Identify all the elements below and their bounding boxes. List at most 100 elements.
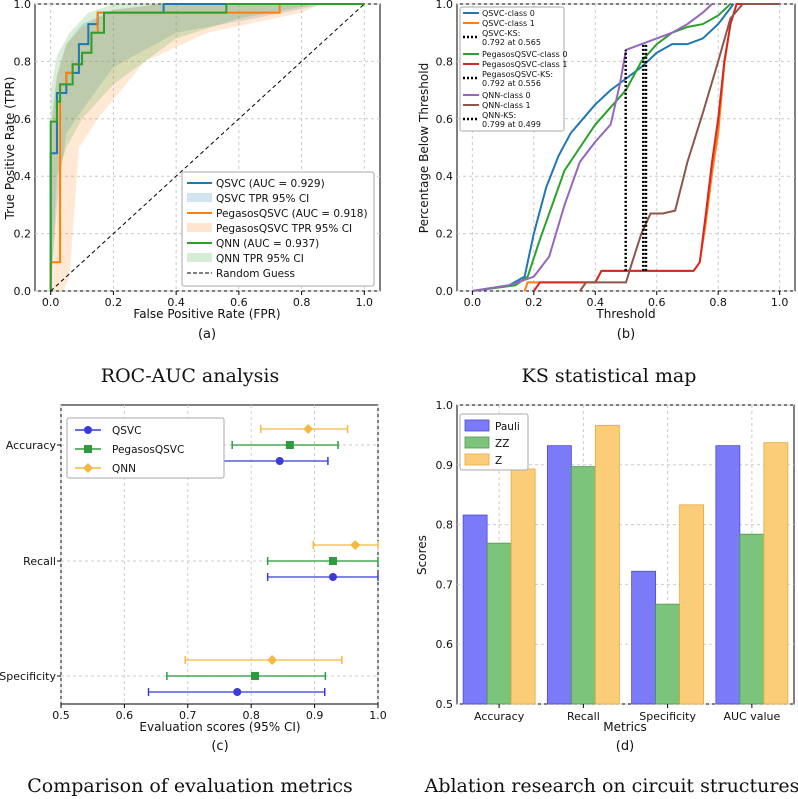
panel-a: 0.0 0.2 0.4 0.6 0.8 1.0 0.0 0.2 0.4 0.6 0.8 1.0 Fal… (3, 0, 381, 342)
tick-label-y: 0.9 (436, 459, 454, 472)
ks-legend-qks: QSVC-KS: (482, 29, 520, 38)
legend-swatch-marker (84, 445, 92, 453)
ks-pegasos-class0 (472, 3, 732, 292)
panel-b: 0.0 0.2 0.4 0.6 0.8 1.0 0.0 0.2 0.4 0.6 0.8 1.0 Thr… (417, 0, 796, 342)
ks-qnn-class1 (579, 3, 780, 292)
tick-label-y: 0.2 (14, 228, 32, 241)
bar-pauli (546, 445, 572, 705)
panel-d-ylabel: Scores (415, 535, 429, 575)
legend-random: Random Guess (216, 268, 295, 280)
legend-label: Z (495, 455, 502, 467)
ks-legend-q0: QSVC-class 0 (482, 9, 535, 18)
point-marker (275, 457, 284, 465)
point-marker (303, 424, 314, 434)
tick-label-x: 0.4 (167, 296, 185, 309)
legend-pegasos: PegasosQSVC (AUC = 0.918) (216, 208, 368, 220)
category-label: Specificity (639, 710, 696, 723)
tick-label-y: 0.0 (436, 285, 454, 298)
tick-label-x: 1.0 (369, 709, 387, 722)
legend-qsvc-ci: QSVC TPR 95% CI (216, 193, 309, 205)
tick-label-x: 0.5 (52, 709, 70, 722)
legend-swatch (464, 453, 490, 466)
point-marker (285, 441, 294, 449)
panel-d-ticks: 0.5 0.6 0.7 0.8 0.9 1.0 Accuracy Recall Specific… (436, 399, 781, 723)
tick-label-y: 0.5 (436, 698, 454, 711)
tick-label-x: 0.6 (116, 709, 134, 722)
tick-label-y: 0.4 (436, 170, 454, 183)
tick-label-y: 0.8 (14, 55, 32, 68)
legend-swatch-qsvc-ci (187, 193, 212, 202)
qsvc-ci-band (50, 4, 365, 291)
ks-legend-nks-val: 0.799 at 0.499 (482, 120, 541, 129)
roc-line-qnn (49, 3, 365, 291)
legend-label: PegasosQSVC (112, 444, 184, 456)
category-label: Recall (23, 555, 56, 568)
tick-label-x: 0.8 (242, 709, 260, 722)
bar-z (679, 504, 705, 705)
caption-c: Comparison of evaluation metrics (27, 775, 352, 797)
tick-label-y: 0.6 (436, 638, 454, 651)
ks-legend-n0: QNN-class 0 (482, 91, 531, 100)
bar-zz (739, 533, 765, 705)
legend-label: QNN (112, 463, 136, 475)
tick-label-y: 0.4 (14, 170, 32, 183)
tick-label-x: 0.2 (105, 296, 123, 309)
panel-c-frame (60, 404, 379, 705)
ks-legend-pks: PegasosQSVC-KS: (482, 70, 553, 79)
tick-label-x: 0.0 (464, 296, 482, 309)
ks-qnn-class0 (472, 3, 713, 292)
category-label: Specificity (0, 670, 56, 683)
ks-legend-q1: QSVC-class 1 (482, 19, 535, 28)
bar-pauli (462, 514, 488, 705)
panel-a-ylabel: True Positive Rate (TPR) (3, 77, 17, 221)
tick-label-y: 1.0 (436, 0, 454, 11)
panel-b-label: (b) (617, 327, 635, 342)
panel-b-ylabel: Percentage Below Threshold (417, 63, 431, 233)
ks-legend-n1: QNN-class 1 (482, 101, 531, 110)
legend-swatch-qnn-ci (187, 253, 212, 262)
panel-a-ticks: 0.0 0.2 0.4 0.6 0.8 1.0 0.0 0.2 0.4 0.6 0.8 1.0 (14, 0, 374, 309)
ks-legend-p0: PegasosQSVC-class 0 (482, 50, 567, 59)
tick-label-y: 1.0 (14, 0, 32, 11)
bar-zz (570, 466, 596, 705)
bar-z (763, 442, 789, 705)
legend-swatch (464, 419, 490, 432)
legend-label: Pauli (495, 421, 520, 433)
ks-legend-p1: PegasosQSVC-class 1 (482, 60, 567, 69)
panel-c-marks (147, 424, 379, 696)
legend-qsvc: QSVC (AUC = 0.929) (216, 178, 325, 190)
caption-d: Ablation research on circuit structures (424, 775, 798, 797)
tick-label-x: 0.9 (306, 709, 324, 722)
panel-a-label: (a) (198, 327, 216, 342)
ks-legend-nks: QNN-KS: (482, 111, 516, 120)
panel-a-legend: QSVC (AUC = 0.929) QSVC TPR 95% CI Pegas… (181, 171, 375, 287)
ks-legend-qks-val: 0.792 at 0.565 (482, 38, 541, 47)
tick-label-x: 0.8 (293, 296, 311, 309)
tick-label-x: 0.6 (648, 296, 666, 309)
caption-a: ROC-AUC analysis (101, 365, 279, 387)
bar-zz (655, 603, 681, 705)
panel-a-legend-box (181, 171, 375, 287)
legend-qnn-ci: QNN TPR 95% CI (216, 253, 304, 265)
tick-label-x: 0.2 (525, 296, 543, 309)
panel-b-ticks: 0.0 0.2 0.4 0.6 0.8 1.0 0.0 0.2 0.4 0.6 0.8 1.0 (436, 0, 789, 309)
bar-zz (486, 542, 512, 705)
tick-label-y: 0.8 (436, 519, 454, 532)
panel-b-legend: QSVC-class 0 QSVC-class 1 QSVC-KS: 0.792… (459, 6, 567, 132)
panel-d-label: (d) (616, 739, 634, 754)
qnn-ci-band (50, 4, 365, 291)
category-label: Accuracy (474, 710, 525, 723)
panel-c-legend: QSVC PegasosQSVC QNN (66, 417, 225, 479)
panel-d-xlabel: Metrics (603, 720, 647, 734)
bar-z (510, 468, 536, 705)
tick-label-y: 1.0 (436, 399, 454, 412)
legend-swatch-marker (83, 463, 93, 473)
tick-label-y: 0.6 (436, 113, 454, 126)
panel-d-bars (462, 424, 789, 705)
point-marker (267, 655, 278, 665)
tick-label-x: 0.0 (42, 296, 60, 309)
tick-label-x: 0.8 (709, 296, 727, 309)
legend-label: ZZ (495, 438, 509, 450)
point-marker (350, 540, 361, 550)
